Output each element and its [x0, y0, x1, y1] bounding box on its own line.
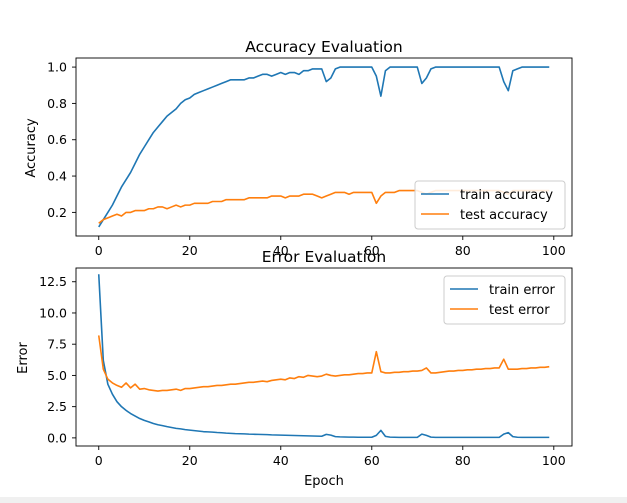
accuracy-ytick-label: 0.4 — [47, 169, 67, 184]
accuracy-ylabel: Accuracy — [24, 118, 39, 178]
accuracy-line-train-accuracy — [98, 66, 550, 228]
window-bottom-strip — [0, 497, 627, 503]
accuracy-ytick-label: 1.0 — [47, 60, 67, 75]
error-ytick-label: 7.5 — [47, 337, 67, 352]
accuracy-legend: train accuracy test accuracy — [414, 180, 566, 230]
error-panel: Error Evaluation Error Epoch 0 20 40 60 80 10… — [16, 248, 573, 489]
error-legend-box — [443, 275, 566, 325]
accuracy-title: Accuracy Evaluation — [245, 38, 402, 56]
error-xtick-label: 100 — [542, 453, 566, 468]
accuracy-ytick-label: 0.8 — [47, 96, 67, 111]
error-xtick-label: 40 — [273, 453, 289, 468]
legend-label-train-accuracy: train accuracy — [460, 188, 553, 203]
accuracy-ytick-label: 0.6 — [47, 132, 67, 147]
accuracy-ticks-group: 0 20 40 60 80 100 0.2 0.4 0.6 0.8 1.0 — [47, 60, 566, 258]
accuracy-axes-frame — [75, 57, 573, 237]
accuracy-xtick-label: 0 — [95, 243, 103, 258]
error-series-group — [97, 274, 550, 439]
accuracy-xtick-label: 80 — [455, 243, 471, 258]
error-xtick-label: 80 — [455, 453, 471, 468]
legend-label-train-error: train error — [489, 283, 556, 298]
accuracy-xtick-label: 20 — [182, 243, 198, 258]
accuracy-legend-box — [414, 180, 566, 230]
error-xtick-label: 20 — [182, 453, 198, 468]
accuracy-panel: Accuracy Evaluation Accuracy 0 20 40 60 80 10… — [24, 38, 573, 258]
error-xtick-label: 0 — [95, 453, 103, 468]
accuracy-xtick-label: 60 — [364, 243, 380, 258]
accuracy-xtick-label: 100 — [542, 243, 566, 258]
error-ticks-group: 0 20 40 60 80 100 0.0 2.5 5.0 7.5 10.0 12.5 — [39, 274, 566, 468]
legend-label-test-error: test error — [489, 303, 550, 318]
accuracy-xtick-label: 40 — [273, 243, 289, 258]
error-line-test-error — [97, 335, 550, 392]
legend-label-test-accuracy: test accuracy — [460, 208, 548, 223]
error-ytick-label: 2.5 — [47, 399, 67, 414]
accuracy-ytick-label: 0.2 — [47, 205, 67, 220]
error-xlabel: Epoch — [304, 474, 344, 489]
error-ytick-label: 0.0 — [47, 430, 67, 445]
error-axes-frame — [75, 267, 573, 447]
error-title: Error Evaluation — [262, 248, 387, 266]
error-ytick-label: 12.5 — [39, 274, 67, 289]
error-line-train-error — [97, 274, 550, 439]
error-ytick-label: 10.0 — [39, 305, 67, 320]
error-xtick-label: 60 — [364, 453, 380, 468]
error-legend: train error test error — [443, 275, 566, 325]
error-ytick-label: 5.0 — [47, 368, 67, 383]
error-ylabel: Error — [16, 342, 31, 374]
